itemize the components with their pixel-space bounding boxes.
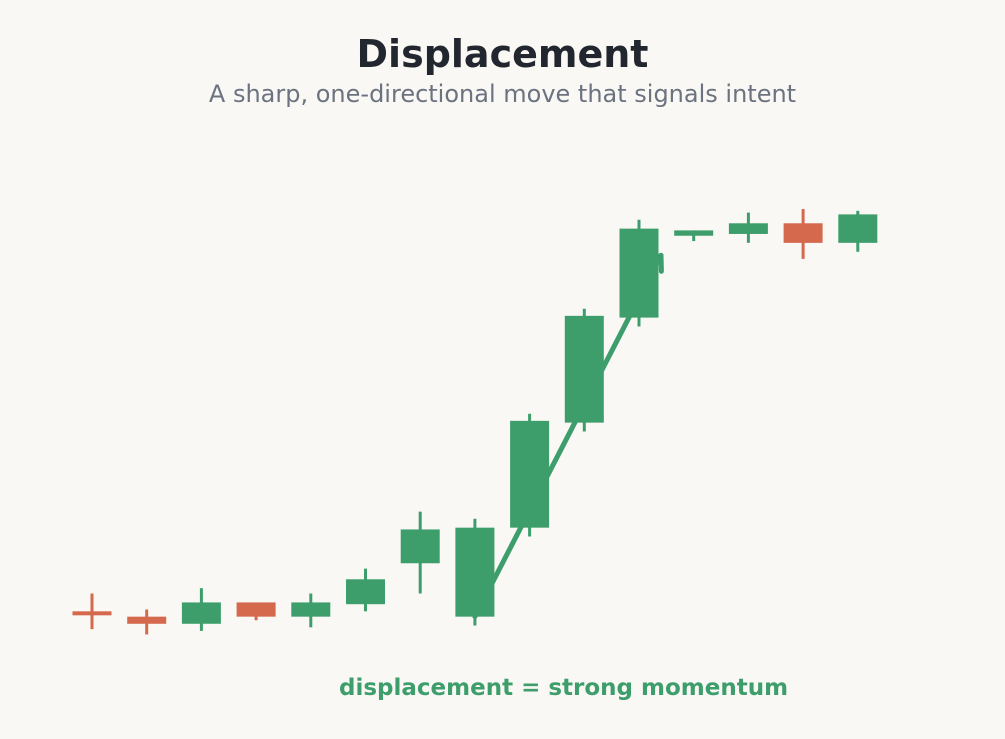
- candle: [674, 230, 714, 242]
- candle-body: [127, 616, 167, 624]
- candle: [564, 308, 604, 432]
- candle-body: [72, 611, 112, 616]
- candle-body: [181, 602, 221, 624]
- candle-body: [346, 579, 385, 605]
- candle-body: [236, 602, 276, 617]
- candle: [291, 593, 331, 628]
- momentum-annotation: displacement = strong momentum: [339, 675, 789, 701]
- arrow-shaft: [472, 252, 664, 620]
- candle: [455, 518, 495, 626]
- arrow-head: [645, 252, 664, 274]
- candle: [783, 209, 823, 259]
- candle: [346, 568, 385, 612]
- chart-subtitle: A sharp, one-directional move that signa…: [208, 80, 797, 108]
- candle-body: [838, 214, 878, 243]
- candle: [181, 588, 221, 631]
- candle: [838, 210, 878, 252]
- candle-body: [455, 527, 495, 617]
- candle: [510, 413, 550, 537]
- candle: [236, 602, 276, 621]
- candle: [127, 609, 167, 635]
- momentum-arrow: [472, 252, 664, 620]
- chart-title: Displacement: [356, 32, 649, 76]
- candle-body: [291, 602, 331, 617]
- candle-body: [783, 223, 823, 243]
- candle: [728, 212, 768, 243]
- candle: [400, 511, 440, 594]
- candle-body: [674, 230, 714, 236]
- candle-body: [400, 529, 440, 564]
- candle: [72, 593, 112, 630]
- candle-body: [728, 223, 768, 234]
- candles-layer: [72, 209, 878, 635]
